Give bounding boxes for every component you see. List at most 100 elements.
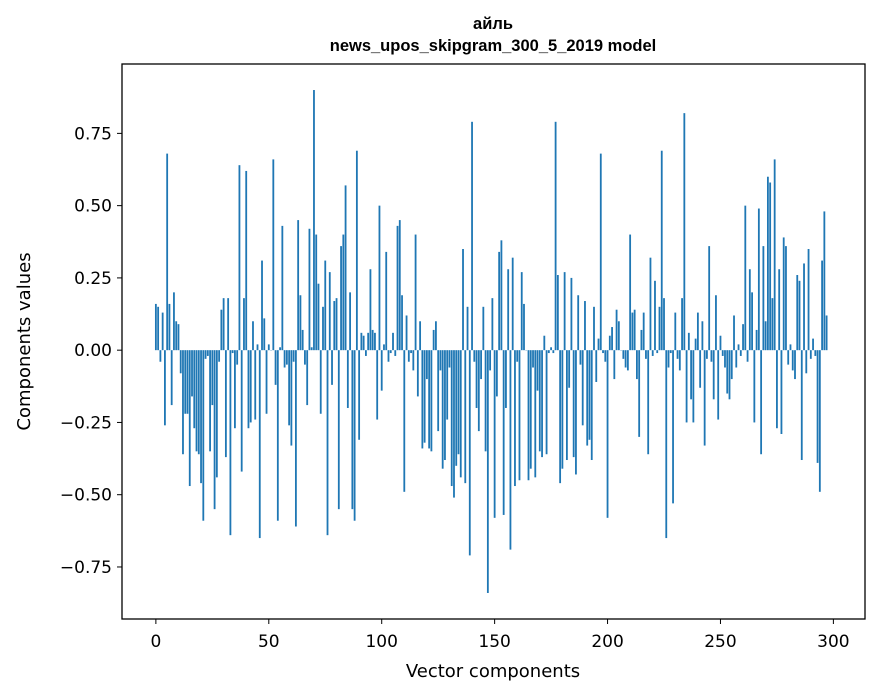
bar-208	[624, 350, 627, 368]
bar-37	[238, 165, 241, 351]
bar-233	[681, 298, 683, 351]
bar-193	[590, 350, 593, 461]
chart-title: айль	[473, 15, 513, 33]
bar-82	[340, 246, 342, 351]
bar-144	[480, 350, 482, 380]
bar-128	[444, 350, 446, 461]
bar-29	[220, 309, 223, 351]
bar-137	[464, 350, 467, 484]
bar-180	[561, 350, 564, 469]
bar-36	[236, 350, 239, 365]
bar-285	[798, 280, 801, 351]
bar-91	[360, 332, 363, 351]
bar-223	[658, 306, 661, 351]
bar-28	[218, 350, 221, 362]
bar-130	[448, 350, 451, 368]
bar-158	[511, 257, 514, 351]
bar-172	[543, 335, 546, 351]
bar-276	[778, 269, 781, 351]
bar-20	[200, 350, 202, 484]
bar-94	[367, 332, 370, 351]
bar-189	[581, 350, 584, 426]
bar-11	[179, 350, 182, 374]
bar-162	[520, 272, 523, 351]
bar-224	[660, 150, 663, 351]
bar-15	[188, 350, 191, 487]
bar-112	[407, 350, 410, 362]
bar-89	[355, 150, 358, 351]
bar-186	[575, 350, 577, 475]
bar-46	[258, 350, 261, 539]
bar-279	[785, 246, 787, 351]
bar-255	[730, 350, 733, 380]
x-axis-label: Vector components	[406, 661, 580, 682]
chart-subtitle: news_upos_skipgram_300_5_2019 model	[330, 37, 657, 55]
bar-183	[568, 350, 571, 388]
bar-179	[559, 350, 562, 484]
bar-194	[593, 306, 595, 351]
bar-35	[234, 350, 236, 429]
bar-55	[279, 347, 281, 351]
bar-246	[710, 350, 713, 362]
bar-153	[500, 240, 503, 351]
bar-210	[629, 234, 632, 351]
bar-273	[771, 298, 774, 351]
bar-133	[455, 350, 458, 466]
bar-218	[647, 350, 650, 455]
bar-257	[735, 350, 738, 368]
bar-156	[507, 269, 510, 351]
x-tick-label: 200	[591, 632, 623, 652]
bar-165	[527, 350, 530, 481]
bar-132	[453, 350, 455, 498]
bar-168	[534, 350, 537, 478]
bar-272	[769, 182, 772, 351]
bar-95	[369, 269, 372, 351]
bar-90	[358, 350, 361, 440]
bar-97	[374, 332, 376, 351]
bar-0	[154, 303, 157, 351]
bar-159	[514, 350, 516, 487]
bar-226	[665, 350, 668, 539]
bar-217	[645, 350, 647, 359]
bar-18	[195, 350, 198, 452]
bar-66	[304, 350, 306, 365]
bar-59	[288, 350, 291, 426]
bar-215	[640, 329, 643, 351]
bar-296	[823, 211, 826, 351]
bar-288	[805, 350, 808, 374]
bar-67	[306, 350, 309, 406]
bar-250	[719, 335, 722, 351]
bar-248	[715, 295, 717, 351]
bar-221	[654, 280, 656, 351]
bar-41	[247, 350, 250, 429]
bar-57	[283, 350, 286, 368]
bar-151	[495, 350, 498, 397]
bar-60	[290, 350, 293, 446]
bar-40	[245, 170, 248, 351]
bar-292	[814, 350, 817, 356]
bar-283	[794, 350, 796, 380]
bar-241	[699, 350, 702, 388]
bar-30	[222, 298, 225, 351]
bar-141	[473, 350, 476, 362]
y-tick-label: 0.75	[74, 124, 112, 144]
bar-181	[563, 272, 566, 351]
bar-8	[173, 292, 175, 351]
bar-240	[696, 312, 699, 351]
bar-237	[690, 350, 693, 400]
bars-group	[154, 90, 828, 593]
bar-72	[317, 283, 320, 351]
bar-136	[462, 249, 464, 351]
bar-43	[252, 321, 254, 351]
bar-177	[554, 121, 557, 351]
bar-147	[486, 350, 489, 593]
bar-73	[319, 350, 322, 414]
bar-93	[365, 350, 367, 356]
bar-280	[787, 350, 790, 365]
bar-81	[337, 350, 340, 510]
bar-101	[383, 344, 385, 351]
bar-13	[184, 350, 187, 414]
bar-243	[703, 350, 706, 446]
bar-47	[261, 260, 263, 351]
bar-125	[437, 350, 440, 432]
